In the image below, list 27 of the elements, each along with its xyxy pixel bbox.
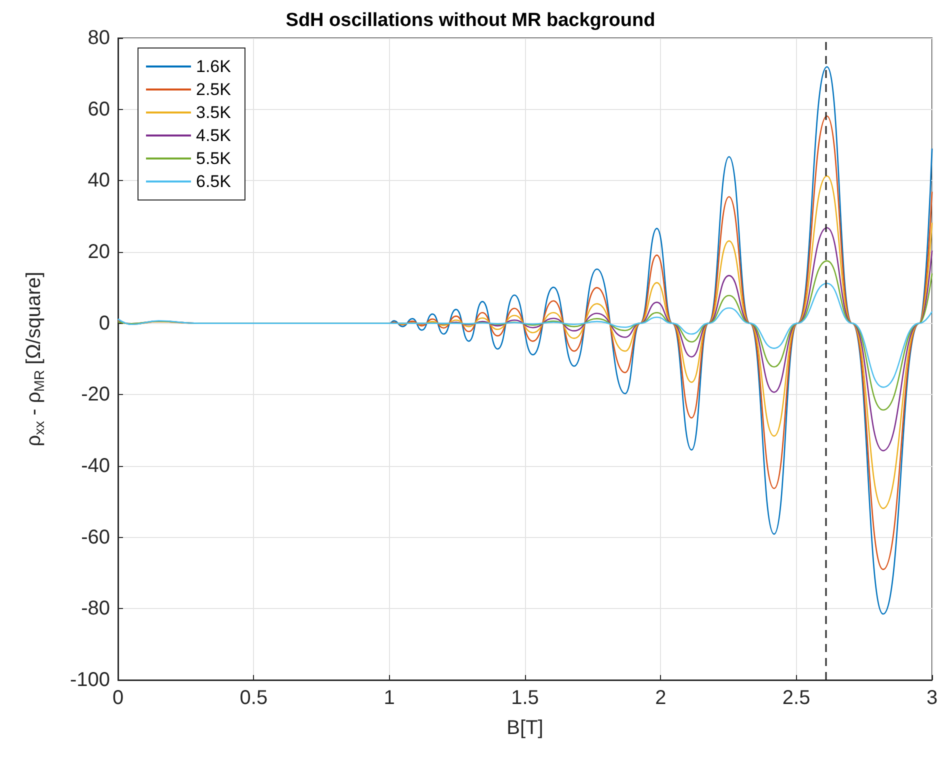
y-tick-label: -100 — [70, 669, 110, 691]
y-tick-label: 80 — [88, 27, 110, 49]
y-tick-label: -60 — [81, 526, 110, 548]
y-tick-label: 60 — [88, 98, 110, 120]
line-series — [117, 282, 933, 388]
legend-label: 4.5K — [196, 126, 232, 145]
legend-label: 3.5K — [196, 103, 232, 122]
y-tick-label: 0 — [98, 312, 110, 334]
x-tick-label: 0.5 — [240, 687, 268, 709]
y-axis-title: ρxx - ρMR [Ω/square] — [23, 272, 47, 446]
chart-title: SdH oscillations without MR background — [286, 10, 656, 31]
y-tick-label: -40 — [81, 455, 110, 477]
y-tick-label: -20 — [81, 384, 110, 406]
y-tick-label: 20 — [88, 241, 110, 263]
x-tick-label: 1.5 — [511, 687, 539, 709]
x-tick-label: 2.5 — [782, 687, 810, 709]
x-tick-label: 0 — [112, 687, 124, 709]
x-tick-label: 3 — [926, 687, 938, 709]
x-axis-title: B[T] — [506, 717, 544, 739]
y-tick-label: -80 — [81, 598, 110, 620]
legend-label: 2.5K — [196, 80, 232, 99]
x-tick-label: 1 — [384, 687, 395, 709]
legend-label: 6.5K — [196, 172, 232, 191]
y-tick-label: 40 — [88, 170, 110, 192]
x-tick-label: 2 — [655, 687, 666, 709]
legend-label: 1.6K — [196, 57, 232, 76]
legend-label: 5.5K — [196, 149, 232, 168]
